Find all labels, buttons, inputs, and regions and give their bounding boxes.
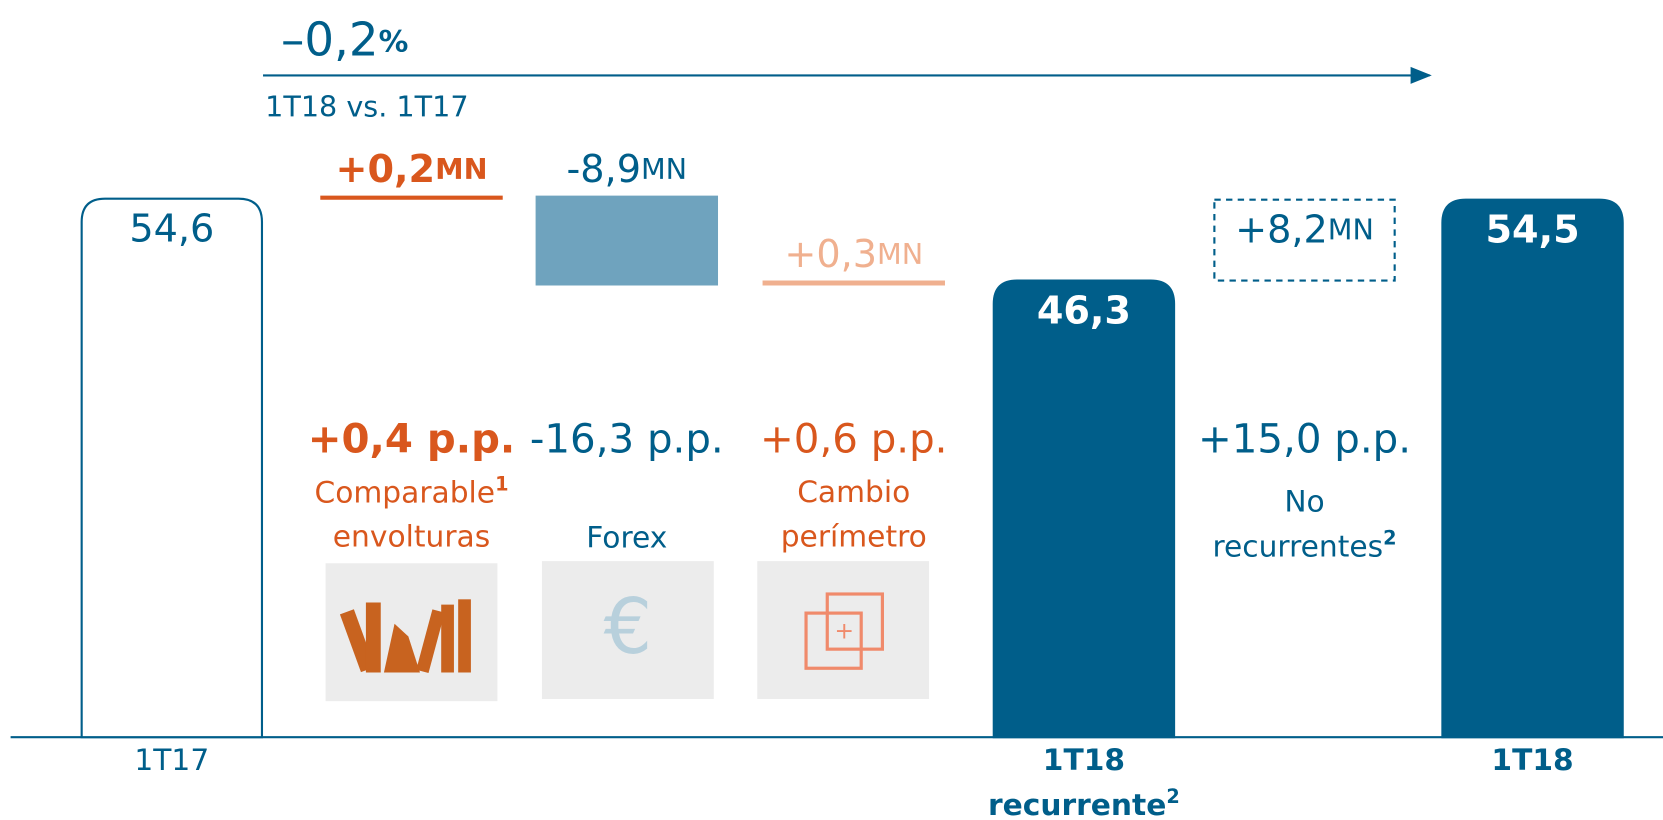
footnote: 1	[495, 472, 508, 495]
bar	[80, 197, 264, 739]
label-line: Forex	[586, 520, 667, 555]
icon-bg	[757, 561, 930, 700]
value-text: +0,3	[784, 233, 877, 277]
label-text: recurrente	[988, 788, 1166, 820]
icon-wraps	[339, 599, 471, 674]
bar	[1213, 198, 1396, 282]
bar	[320, 195, 503, 200]
pp-label: +0,4 p.p.	[308, 415, 516, 462]
label-line: perímetro	[781, 519, 927, 554]
label-text: Comparable	[314, 475, 495, 510]
label-line: 1T18	[1491, 743, 1573, 778]
bar	[762, 280, 945, 286]
pp-label: -16,3 p.p.	[530, 415, 724, 462]
label-line: recurrente2	[988, 785, 1180, 820]
pp-label: +15,0 p.p.	[1198, 415, 1411, 462]
label-line: 1T18	[1043, 743, 1125, 778]
value-label: 54,5	[1485, 208, 1579, 252]
value-text: 46,3	[1037, 289, 1131, 333]
value-label: +8,2MN	[1235, 208, 1374, 252]
value-unit: MN	[641, 152, 687, 186]
value-text: 54,5	[1485, 208, 1579, 252]
icon-euro: €	[604, 583, 653, 672]
bar	[535, 195, 719, 286]
value-label: +0,3MN	[784, 233, 923, 277]
bar	[1441, 198, 1624, 739]
label-line: envolturas	[333, 519, 490, 554]
value-text: 54,6	[129, 207, 214, 251]
bar	[992, 279, 1176, 739]
icon-square	[804, 611, 863, 670]
value-label: 46,3	[1037, 289, 1131, 333]
icon-bg	[541, 561, 714, 700]
icon-square	[825, 592, 884, 651]
value-text: -8,9	[567, 148, 641, 192]
icons: € +	[325, 561, 930, 702]
value-unit: MN	[435, 152, 487, 186]
footnote: 2	[1383, 526, 1396, 549]
change: –0,2%	[281, 13, 408, 67]
value-label: 54,6	[129, 207, 214, 251]
label-line: recurrentes2	[1212, 526, 1396, 564]
value-text: +0,2	[335, 148, 435, 192]
label-line: Comparable1	[314, 472, 508, 510]
label-line: Cambio	[797, 475, 910, 510]
value-label: +0,2MN	[335, 148, 487, 192]
label-line: 1T17	[134, 743, 209, 778]
value-unit: MN	[1328, 212, 1374, 246]
value-unit: MN	[877, 237, 923, 271]
value-label: -8,9MN	[567, 148, 688, 192]
value-text: +8,2	[1235, 208, 1328, 252]
footnote: 2	[1166, 785, 1179, 808]
pp-label: +0,6 p.p.	[760, 415, 947, 462]
change-value: –0,2	[281, 13, 379, 67]
label-line: No	[1284, 484, 1324, 519]
comparison: 1T18 vs. 1T17	[265, 89, 468, 123]
label-text: recurrentes	[1212, 529, 1383, 564]
icon-plus: +	[834, 617, 854, 645]
change-unit: %	[379, 24, 409, 59]
